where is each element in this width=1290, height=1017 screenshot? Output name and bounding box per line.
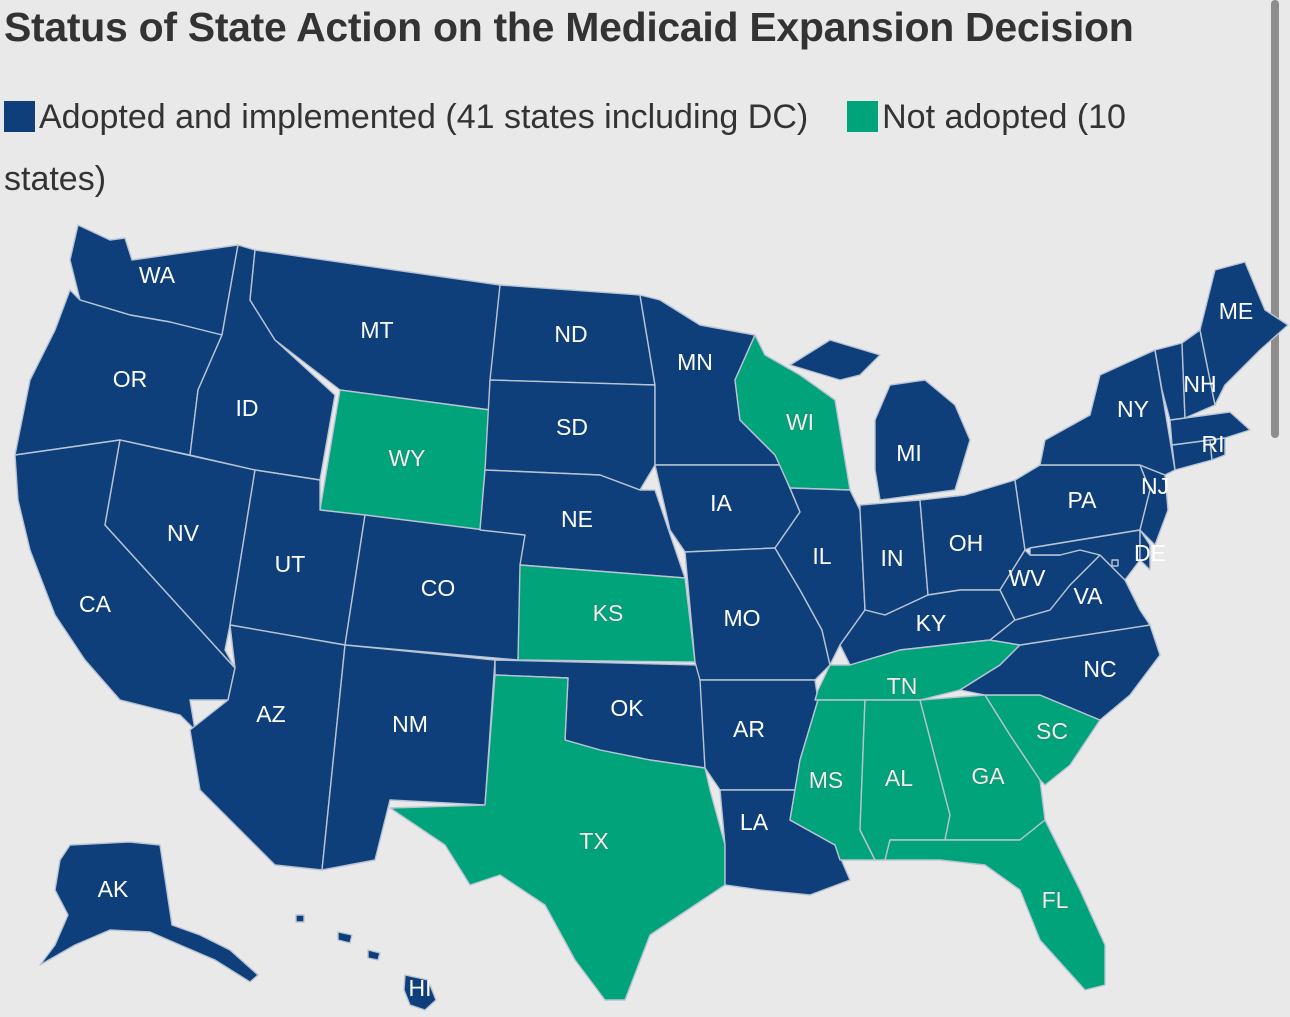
state-ME[interactable] — [1199, 261, 1289, 406]
label-NM: NM — [392, 711, 428, 737]
label-LA: LA — [740, 809, 769, 835]
label-NY: NY — [1117, 396, 1149, 422]
label-SC: SC — [1036, 718, 1068, 744]
label-KS: KS — [593, 600, 624, 626]
label-MT: MT — [360, 317, 393, 343]
legend-swatch-adopted — [4, 101, 35, 132]
label-MS: MS — [809, 767, 844, 793]
label-NC: NC — [1083, 656, 1116, 682]
label-OK: OK — [610, 695, 644, 721]
state-labels: WA OR CA NV ID MT WY UT CO AZ NM ND SD N… — [79, 262, 1253, 1001]
state-NY[interactable] — [1039, 349, 1176, 476]
label-WA: WA — [139, 262, 176, 288]
label-NH: NH — [1183, 371, 1216, 397]
label-OH: OH — [949, 530, 984, 556]
state-MI[interactable] — [789, 339, 971, 501]
state-FL[interactable] — [884, 819, 1106, 991]
state-AK[interactable] — [39, 841, 259, 983]
legend-swatch-not-adopted — [847, 101, 879, 132]
label-MN: MN — [677, 349, 713, 375]
label-IN: IN — [881, 545, 904, 571]
label-SD: SD — [556, 414, 588, 440]
label-CO: CO — [421, 575, 456, 601]
label-ME: ME — [1219, 298, 1254, 324]
label-UT: UT — [275, 551, 306, 577]
label-IA: IA — [710, 490, 732, 516]
state-DE[interactable] — [1139, 529, 1151, 571]
label-MO: MO — [723, 605, 760, 631]
legend-item-adopted[interactable]: Adopted and implemented (41 states inclu… — [4, 98, 808, 136]
label-TN: TN — [887, 673, 918, 699]
page-title: Status of State Action on the Medicaid E… — [4, 4, 1134, 50]
label-PA: PA — [1068, 487, 1098, 513]
state-VT[interactable] — [1154, 342, 1186, 421]
label-RI: RI — [1202, 431, 1225, 457]
label-TX: TX — [579, 828, 608, 854]
label-AL: AL — [885, 765, 913, 791]
legend-label-adopted: Adopted and implemented (41 states inclu… — [39, 98, 809, 136]
label-ID: ID — [236, 395, 259, 421]
label-MI: MI — [896, 440, 922, 466]
label-OR: OR — [113, 366, 148, 392]
state-HI[interactable] — [295, 914, 437, 1011]
label-AR: AR — [733, 716, 765, 742]
label-AZ: AZ — [256, 701, 285, 727]
label-CA: CA — [79, 591, 112, 617]
state-NC[interactable] — [959, 624, 1161, 721]
state-DC[interactable] — [1111, 559, 1119, 567]
label-ND: ND — [554, 321, 587, 347]
label-WV: WV — [1008, 565, 1046, 591]
scrollbar[interactable] — [1271, 0, 1279, 438]
label-FL: FL — [1042, 887, 1069, 913]
label-HI: HI — [409, 975, 432, 1001]
legend: Adopted and implemented (41 states inclu… — [4, 86, 1234, 210]
label-AK: AK — [98, 876, 129, 902]
legend-item-not-adopted[interactable]: Not adopted (10 states) — [4, 98, 1126, 198]
state-TX[interactable] — [389, 674, 726, 1001]
label-VA: VA — [1074, 583, 1104, 609]
label-WI: WI — [786, 409, 814, 435]
legend-label-not-adopted: Not adopted (10 states) — [4, 98, 1126, 198]
label-DE: DE — [1134, 540, 1166, 566]
state-MA[interactable] — [1169, 411, 1251, 446]
label-KY: KY — [916, 610, 947, 636]
label-NV: NV — [167, 520, 200, 546]
label-IL: IL — [812, 543, 831, 569]
label-WY: WY — [388, 445, 425, 471]
label-NE: NE — [561, 506, 593, 532]
label-GA: GA — [971, 763, 1005, 789]
label-NJ: NJ — [1141, 473, 1169, 499]
